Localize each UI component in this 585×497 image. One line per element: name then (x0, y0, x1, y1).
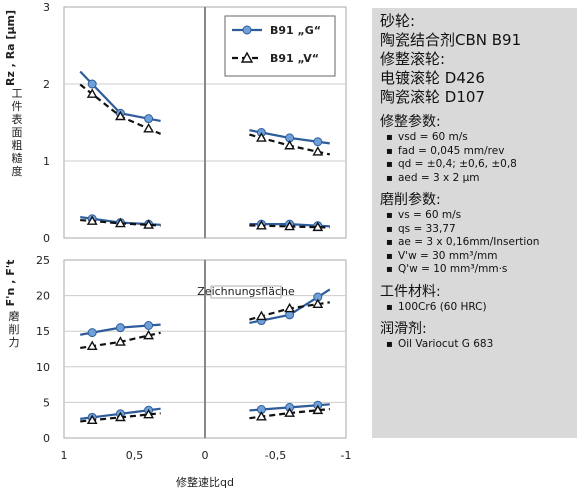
y-axis-label-cn: 度 (12, 164, 23, 178)
y-axis-label: Rz , Ra [µm] (4, 10, 17, 86)
y-tick-label: 15 (36, 325, 50, 338)
y-axis-label-cn: 面 (12, 126, 23, 139)
marker-triangle (114, 411, 126, 422)
material-section: 工件材料: 100Cr6 (60 HRC) (380, 283, 569, 315)
x-axis-label: 修整速比qd (176, 475, 234, 489)
marker-circle (87, 328, 97, 338)
y-axis-label-cn: 磨 (9, 310, 20, 323)
marker-circle (144, 321, 154, 331)
dresser-value-2: 陶瓷滚轮 D107 (380, 88, 485, 106)
marker-circle (115, 323, 125, 333)
parameters-panel: 砂轮: 陶瓷结合剂CBN B91 修整滚轮: 电镀滚轮 D426 陶瓷滚轮 D1… (372, 8, 577, 438)
marker-triangle (284, 139, 296, 150)
material-item: 100Cr6 (60 HRC) (380, 301, 569, 315)
y-axis-label: F'n , F't (4, 260, 17, 307)
marker-triangle (312, 221, 324, 232)
y-tick-label: 5 (43, 396, 50, 409)
y-axis-label-cn: 削 (9, 322, 20, 336)
y-tick-label: 1 (43, 155, 50, 168)
marker-triangle (86, 414, 98, 425)
dressing-item: qd = ±0,4; ±0,6, ±0,8 (380, 158, 569, 172)
y-tick-label: 3 (43, 1, 50, 14)
y-tick-label: 20 (36, 290, 50, 303)
marker-triangle (312, 404, 324, 415)
x-tick-label: -0,5 (265, 449, 286, 462)
y-tick-label: 0 (43, 432, 50, 445)
x-tick-label: -1 (341, 449, 352, 462)
marker-triangle (284, 302, 296, 313)
legend-label-v: B91 „V“ (270, 52, 319, 65)
y-axis-label-cn: 粗 (12, 139, 23, 152)
legend-label-g: B91 „G“ (270, 24, 321, 37)
dresser-title: 修整滚轮: (380, 50, 446, 68)
dressing-item: aed = 3 x 2 µm (380, 172, 569, 186)
grinding-item: qs = 33,77 (380, 223, 569, 237)
annotation-label: Zeichnungsfläche (197, 285, 295, 298)
grinding-item: Q'w = 10 mm³/mm·s (380, 263, 569, 277)
marker-triangle (143, 329, 155, 340)
marker-circle (144, 114, 154, 124)
marker-triangle (143, 408, 155, 419)
x-tick-label: 1 (61, 449, 68, 462)
y-axis-label-cn: 工 (12, 87, 23, 100)
marker-triangle (86, 215, 98, 225)
lubricant-list: Oil Variocut G 683 (380, 338, 569, 352)
marker-triangle (255, 220, 267, 230)
marker-triangle (312, 298, 324, 308)
dressing-item: vsd = 60 m/s (380, 131, 569, 145)
dressing-section: 修整参数: vsd = 60 m/s fad = 0,045 mm/rev qd… (380, 113, 569, 185)
material-list: 100Cr6 (60 HRC) (380, 301, 569, 315)
y-tick-label: 2 (43, 78, 50, 91)
lubricant-section: 润滑剂: Oil Variocut G 683 (380, 320, 569, 352)
grinding-wheel-value: 陶瓷结合剂CBN B91 (380, 31, 522, 49)
grinding-item: ae = 3 x 0,16mm/Insertion (380, 236, 569, 250)
grinding-item: V'w = 30 mm³/mm (380, 250, 569, 264)
marker-triangle (284, 220, 296, 231)
marker-triangle (114, 110, 126, 121)
marker-triangle (312, 146, 324, 156)
marker-triangle (143, 123, 155, 133)
dresser-value-1: 电镀滚轮 D426 (380, 69, 485, 87)
marker-triangle (114, 336, 126, 346)
marker-triangle (114, 217, 126, 228)
marker-triangle (143, 219, 155, 229)
y-tick-label: 10 (36, 361, 50, 374)
grinding-list: vs = 60 m/s qs = 33,77 ae = 3 x 0,16mm/I… (380, 209, 569, 277)
y-tick-label: 25 (36, 254, 50, 267)
marker-circle (87, 79, 97, 89)
legend-box (224, 15, 336, 77)
x-tick-label: 0 (202, 449, 209, 462)
dressing-item: fad = 0,045 mm/rev (380, 145, 569, 159)
lubricant-item: Oil Variocut G 683 (380, 338, 569, 352)
y-axis-label-cn: 件 (12, 100, 23, 113)
annotation-box (210, 285, 282, 299)
marker-triangle (255, 132, 267, 142)
lubricant-title: 润滑剂: (380, 321, 427, 337)
y-axis-label-cn: 力 (9, 336, 20, 349)
dressing-title: 修整参数: (380, 114, 441, 130)
marker-triangle (255, 310, 267, 321)
marker-triangle (86, 88, 98, 98)
material-title: 工件材料: (380, 283, 441, 300)
grinding-wheel-title: 砂轮: (380, 12, 416, 30)
marker-circle (313, 137, 323, 147)
marker-triangle (86, 340, 98, 351)
x-tick-label: 0,5 (126, 449, 144, 462)
dressing-list: vsd = 60 m/s fad = 0,045 mm/rev qd = ±0,… (380, 131, 569, 185)
grinding-item: vs = 60 m/s (380, 209, 569, 223)
legend-marker-v (240, 51, 254, 63)
grinding-title: 磨削参数: (380, 192, 441, 208)
y-tick-label: 0 (43, 232, 50, 245)
legend-marker-g (242, 25, 252, 35)
marker-triangle (255, 411, 267, 421)
y-axis-label-cn: 表 (12, 112, 23, 126)
marker-triangle (284, 407, 296, 417)
grinding-section: 磨削参数: vs = 60 m/s qs = 33,77 ae = 3 x 0,… (380, 191, 569, 277)
y-axis-label-cn: 糙 (12, 151, 23, 165)
